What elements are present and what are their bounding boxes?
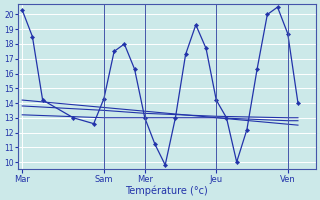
X-axis label: Température (°c): Température (°c) [125, 185, 208, 196]
